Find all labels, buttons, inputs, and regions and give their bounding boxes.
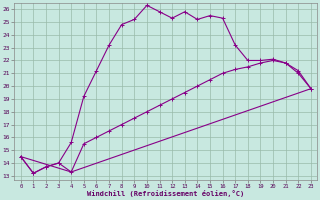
X-axis label: Windchill (Refroidissement éolien,°C): Windchill (Refroidissement éolien,°C) [87, 190, 244, 197]
